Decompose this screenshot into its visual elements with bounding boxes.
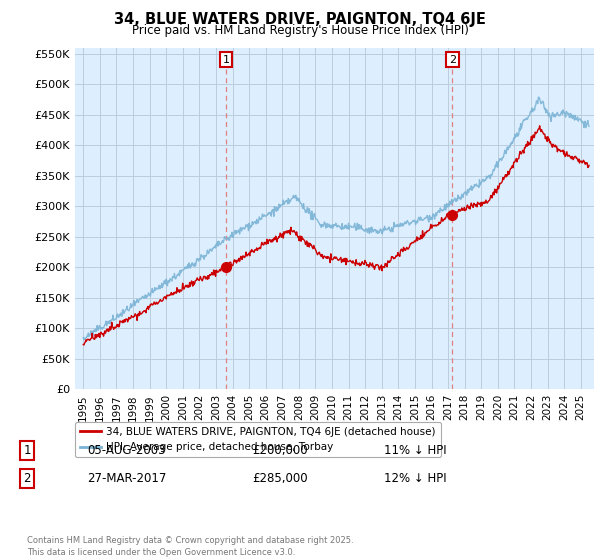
Text: 2: 2 <box>23 472 31 486</box>
Text: 11% ↓ HPI: 11% ↓ HPI <box>384 444 446 458</box>
Text: 34, BLUE WATERS DRIVE, PAIGNTON, TQ4 6JE: 34, BLUE WATERS DRIVE, PAIGNTON, TQ4 6JE <box>114 12 486 27</box>
Text: 27-MAR-2017: 27-MAR-2017 <box>87 472 166 486</box>
Legend: 34, BLUE WATERS DRIVE, PAIGNTON, TQ4 6JE (detached house), HPI: Average price, d: 34, BLUE WATERS DRIVE, PAIGNTON, TQ4 6JE… <box>75 422 441 458</box>
Text: 05-AUG-2003: 05-AUG-2003 <box>87 444 166 458</box>
Text: 2: 2 <box>449 54 456 64</box>
Text: Price paid vs. HM Land Registry's House Price Index (HPI): Price paid vs. HM Land Registry's House … <box>131 24 469 36</box>
Text: Contains HM Land Registry data © Crown copyright and database right 2025.
This d: Contains HM Land Registry data © Crown c… <box>27 536 353 557</box>
Text: 12% ↓ HPI: 12% ↓ HPI <box>384 472 446 486</box>
Text: £285,000: £285,000 <box>252 472 308 486</box>
Text: £200,000: £200,000 <box>252 444 308 458</box>
Text: 1: 1 <box>23 444 31 458</box>
Text: 1: 1 <box>223 54 229 64</box>
